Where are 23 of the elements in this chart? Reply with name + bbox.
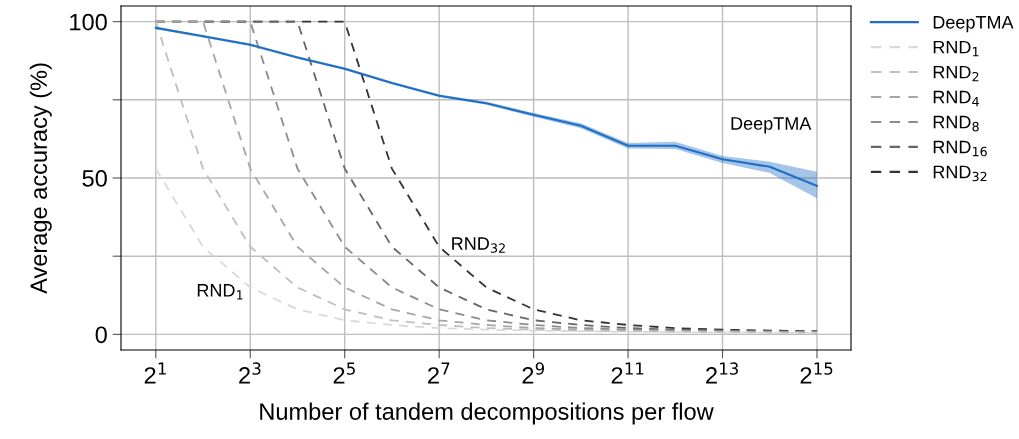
legend-label: RND$_{32}$ [933, 165, 987, 182]
x-tick-label: 2$^{15}$ [800, 362, 833, 384]
y-tick-label: 100 [70, 13, 107, 31]
legend-label: RND$_{16}$ [933, 140, 987, 157]
annotation: DeepTMA [731, 117, 812, 134]
y-axis-title: Average accuracy (%) [29, 63, 52, 294]
x-tick-label: 2$^{1}$ [144, 362, 166, 384]
y-tick-label: 50 [82, 170, 107, 187]
legend-label: RND$_{4}$ [933, 90, 979, 107]
y-tick-label: 0 [95, 326, 107, 344]
legend-label: RND$_{1}$ [933, 40, 979, 57]
annotation: RND$_{32}$ [452, 237, 505, 253]
x-axis-title: Number of tandem decompositions per flow [260, 402, 714, 425]
x-tick-label: 2$^{7}$ [428, 362, 450, 384]
x-tick-label: 2$^{13}$ [706, 362, 738, 384]
x-tick-label: 2$^{9}$ [522, 362, 545, 384]
legend-label: RND$_{8}$ [933, 115, 979, 132]
legend-label: RND$_{2}$ [933, 65, 979, 82]
x-tick-label: 2$^{3}$ [239, 362, 261, 384]
legend-label: DeepTMA [933, 16, 1014, 33]
x-tick-label: 2$^{5}$ [333, 362, 355, 384]
x-tick-label: 2$^{11}$ [611, 362, 644, 384]
annotation: RND$_{1}$ [197, 284, 243, 300]
